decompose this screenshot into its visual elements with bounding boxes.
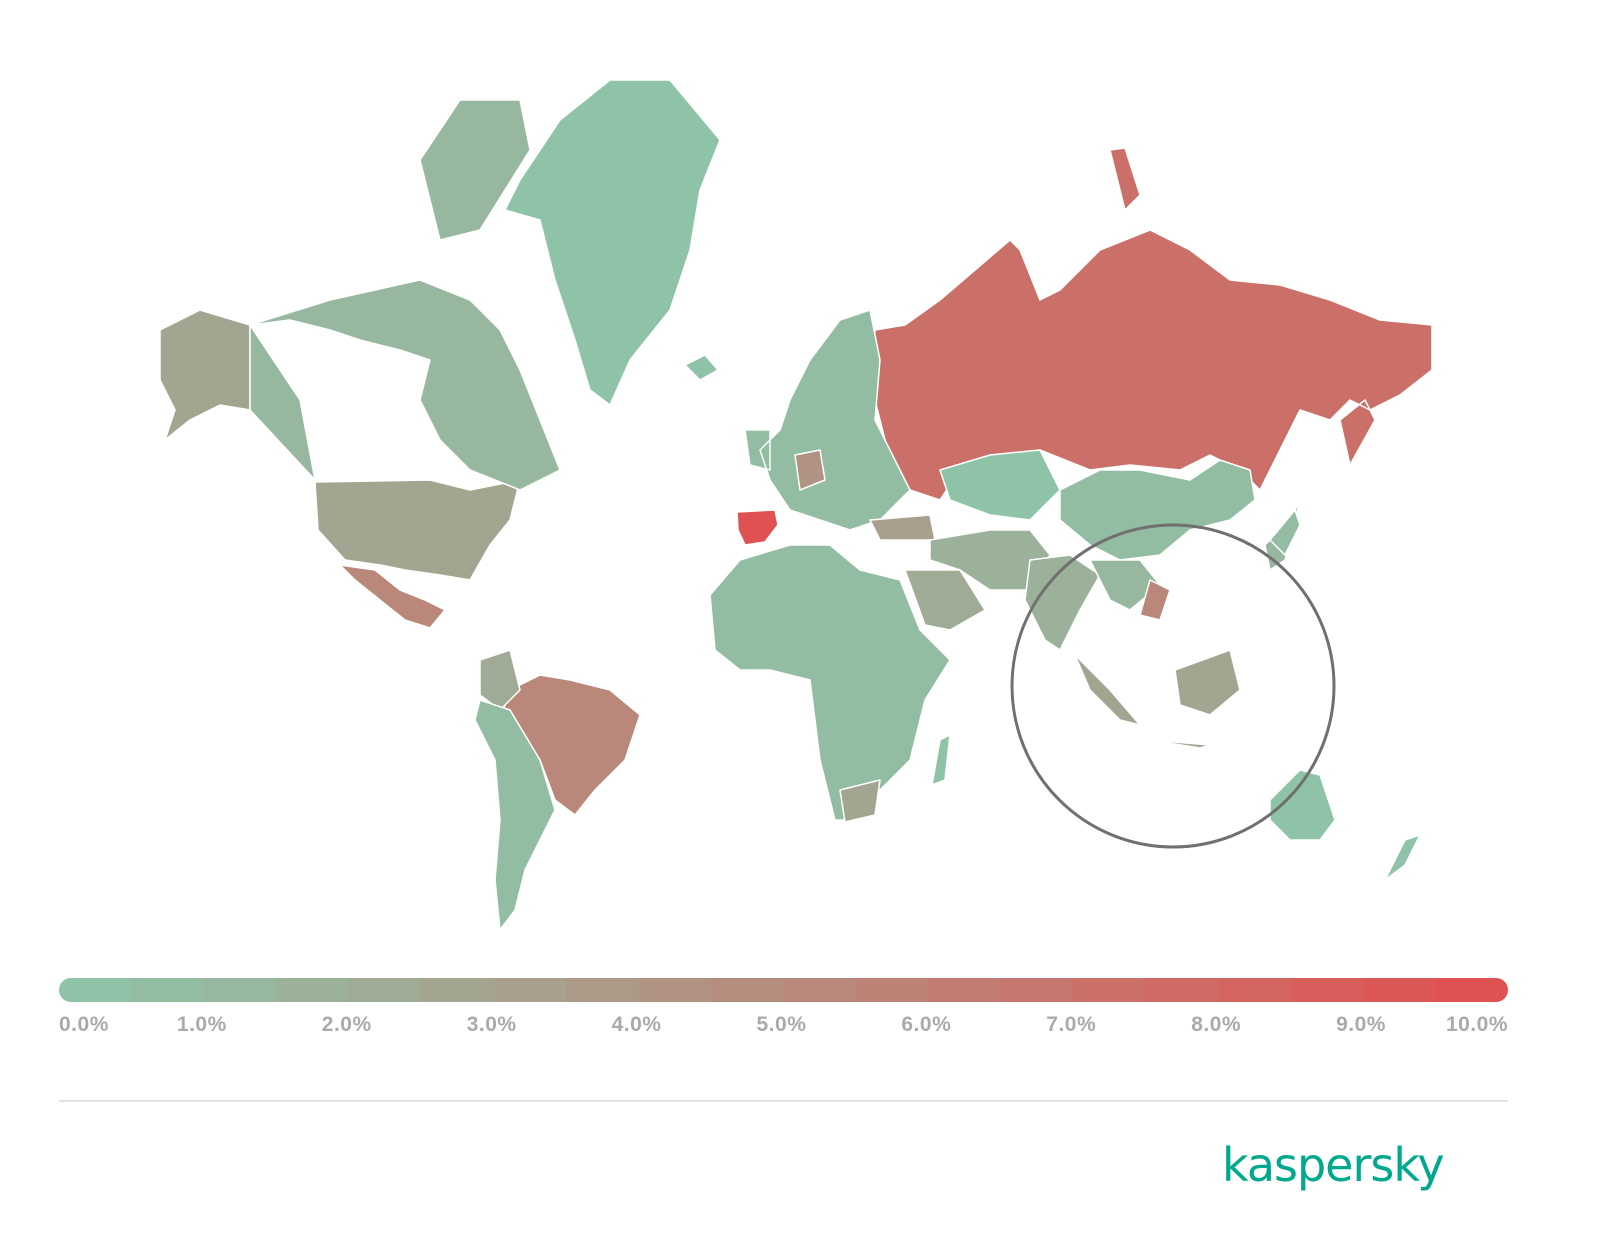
legend-step	[421, 978, 494, 1002]
country-indonesia	[1074, 649, 1241, 749]
legend-step	[1000, 978, 1074, 1002]
legend-step	[1218, 978, 1291, 1002]
country-russia	[869, 147, 1433, 501]
country-south-america	[474, 699, 556, 931]
country-vietnam	[1139, 579, 1171, 621]
country-canada	[249, 99, 561, 491]
legend-tick-label: 9.0%	[1336, 1013, 1386, 1036]
legend-step	[348, 978, 422, 1002]
legend-tick-label: 2.0%	[321, 1013, 372, 1036]
legend-step	[131, 978, 204, 1002]
legend-step	[928, 978, 1001, 1002]
legend-step	[1145, 978, 1219, 1002]
legend-step	[566, 978, 639, 1002]
legend-color-scale	[59, 978, 1508, 1002]
legend-step	[1290, 978, 1364, 1002]
legend-step	[59, 978, 132, 1002]
country-south-africa	[839, 779, 881, 823]
world-map	[159, 79, 1433, 931]
country-germany	[794, 449, 826, 491]
country-china	[1059, 459, 1256, 561]
country-kazakhstan	[939, 449, 1061, 521]
country-saudi-arabia	[904, 569, 986, 631]
country-spain	[736, 509, 779, 546]
legend-step	[203, 978, 277, 1002]
legend-tick-label: 8.0%	[1191, 1013, 1242, 1036]
country-australia	[1269, 769, 1336, 841]
country-new-zealand	[1384, 834, 1421, 881]
legend-tick-label: 10.0%	[1445, 1013, 1508, 1036]
legend-step	[493, 978, 567, 1002]
legend-step	[276, 978, 349, 1002]
country-greenland	[504, 79, 721, 406]
legend-step	[1435, 978, 1508, 1002]
legend-tick-label: 1.0%	[176, 1013, 227, 1036]
legend-tick-label: 4.0%	[611, 1013, 662, 1036]
legend-tick-label: 7.0%	[1046, 1013, 1097, 1036]
legend-step	[711, 978, 784, 1002]
legend-tick-label: 0.0%	[59, 1013, 109, 1036]
country-madagascar	[931, 734, 951, 786]
divider	[59, 1100, 1508, 1102]
highlight-circle	[1010, 523, 1336, 849]
legend-step	[783, 978, 856, 1002]
kaspersky-logo: kaspersky	[1222, 1138, 1445, 1192]
country-mexico	[339, 564, 446, 629]
country-colombia	[479, 649, 521, 711]
country-turkey	[869, 514, 936, 541]
country-africa	[709, 544, 951, 821]
country-united-states	[314, 479, 521, 581]
legend-tick-label: 5.0%	[756, 1013, 807, 1036]
country-iceland	[684, 354, 719, 381]
country-japan	[1269, 509, 1301, 556]
legend-tick-label: 6.0%	[901, 1013, 952, 1036]
legend-step	[855, 978, 929, 1002]
legend-step	[1073, 978, 1146, 1002]
country-alaska	[159, 309, 251, 441]
country-europe	[744, 309, 911, 531]
legend-tick-label: 3.0%	[466, 1013, 517, 1036]
legend-step	[638, 978, 712, 1002]
legend-step	[1363, 978, 1436, 1002]
